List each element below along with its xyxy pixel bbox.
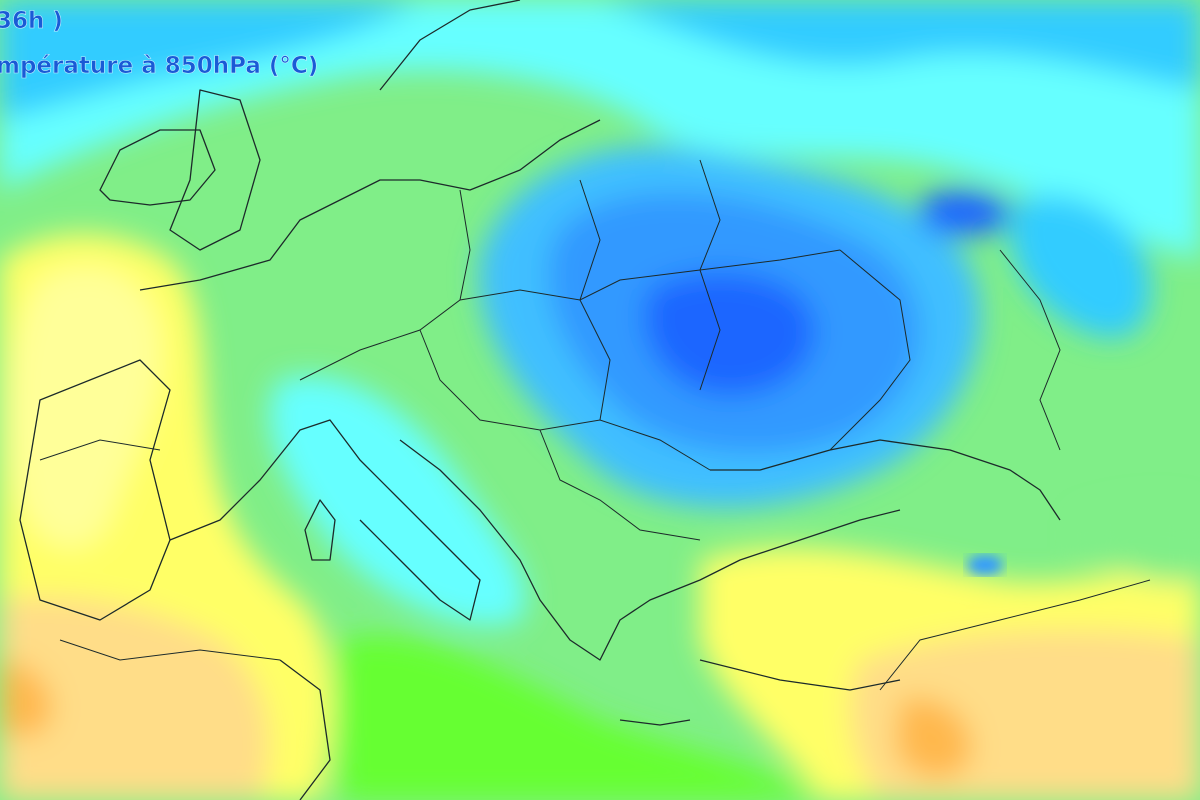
forecast-time: 36h ) [0, 8, 63, 34]
coastlines [19, 0, 1061, 800]
map-title: mpérature à 850hPa (°C) [0, 53, 318, 79]
borders [39, 159, 1151, 691]
